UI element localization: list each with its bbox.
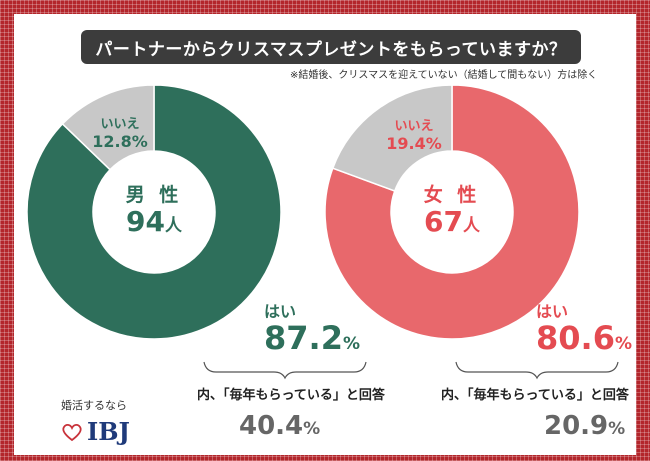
female-no-value: 19.4% xyxy=(374,134,454,153)
female-no-label: いいえ 19.4% xyxy=(374,115,454,153)
male-yes-number: 87.2 xyxy=(264,319,343,357)
female-slice-no xyxy=(331,84,453,192)
female-yes-label: はい 80.6% xyxy=(536,298,632,356)
female-title: 女 性 xyxy=(423,184,481,206)
exclusion-note: ※結婚後、クリスマスを迎えていない（結婚して間もない）方は除く xyxy=(290,70,598,81)
logo-mark: IBJ xyxy=(87,417,130,446)
male-slice-yes xyxy=(26,84,282,340)
female-yes-value: 80.6% xyxy=(536,319,632,357)
male-yes-percent: % xyxy=(342,334,360,354)
title-text: パートナーからクリスマスプレゼントをもらっていますか？ xyxy=(95,39,567,60)
male-no-title: いいえ xyxy=(100,117,140,132)
logo-tagline: 婚活するなら xyxy=(61,399,127,412)
page-title: パートナーからクリスマスプレゼントをもらっていますか？ xyxy=(81,30,581,64)
female-no-title: いいえ xyxy=(394,119,434,134)
logo-row: IBJ xyxy=(61,417,130,446)
female-count: 67人 xyxy=(397,205,507,238)
female-no-number: 19.4 xyxy=(386,134,426,153)
female-slice-yes xyxy=(324,84,580,340)
content-panel: パートナーからクリスマスプレゼントをもらっていますか？ ※結婚後、クリスマスを迎… xyxy=(14,14,636,455)
male-no-value: 12.8% xyxy=(80,132,160,151)
female-center-label: 女 性 67人 xyxy=(397,180,507,238)
male-subset-number: 40.4 xyxy=(239,411,304,441)
male-no-number: 12.8 xyxy=(92,132,132,151)
male-center-label: 男 性 94人 xyxy=(99,180,209,238)
male-yes-title: はい xyxy=(264,302,297,321)
female-no-percent: % xyxy=(425,134,442,153)
female-subset-value: 20.9% xyxy=(544,411,625,441)
male-title: 男 性 xyxy=(125,184,183,206)
female-yes-percent: % xyxy=(614,334,632,354)
male-subset-caption: 内、「毎年もらっている」と回答 xyxy=(197,388,385,403)
male-slice-no xyxy=(61,84,155,171)
male-brace-icon xyxy=(203,361,367,380)
male-subset-percent: % xyxy=(303,419,321,439)
female-subset-caption: 内、「毎年もらっている」と回答 xyxy=(441,388,629,403)
female-subset-percent: % xyxy=(608,419,626,439)
female-yes-title: はい xyxy=(536,302,569,321)
female-count-value: 67 xyxy=(424,205,463,238)
female-donut-chart xyxy=(324,84,580,340)
male-donut-chart xyxy=(26,84,282,340)
male-yes-value: 87.2% xyxy=(264,319,360,357)
heart-outline-icon xyxy=(62,423,82,441)
female-brace-icon xyxy=(455,361,619,380)
male-no-label: いいえ 12.8% xyxy=(80,113,160,151)
male-count-value: 94 xyxy=(126,205,165,238)
male-count: 94人 xyxy=(99,205,209,238)
ibj-logo: 婚活するなら IBJ xyxy=(61,397,130,446)
female-count-unit: 人 xyxy=(462,216,480,236)
male-subset-value: 40.4% xyxy=(239,411,320,441)
female-subset-number: 20.9 xyxy=(544,411,609,441)
male-no-percent: % xyxy=(131,132,148,151)
male-yes-label: はい 87.2% xyxy=(264,298,360,356)
female-yes-number: 80.6 xyxy=(536,319,615,357)
male-count-unit: 人 xyxy=(164,216,182,236)
donut-charts xyxy=(26,84,619,380)
